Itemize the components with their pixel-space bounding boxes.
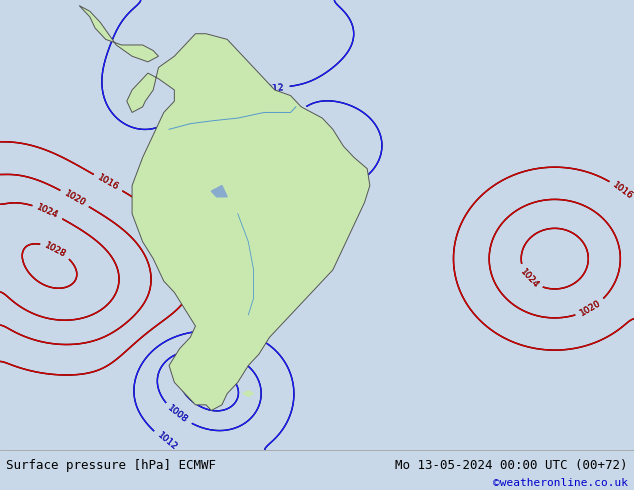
- Polygon shape: [79, 5, 158, 62]
- Text: 1028: 1028: [43, 241, 68, 259]
- Text: 1016: 1016: [96, 173, 120, 192]
- Text: 1012: 1012: [155, 431, 179, 452]
- Text: Mo 13-05-2024 00:00 UTC (00+72): Mo 13-05-2024 00:00 UTC (00+72): [395, 459, 628, 471]
- Text: 1016: 1016: [611, 181, 634, 201]
- Text: 1020: 1020: [578, 299, 602, 318]
- Text: 1008: 1008: [166, 404, 190, 425]
- Text: 1024: 1024: [518, 267, 540, 290]
- Text: 1012: 1012: [283, 106, 305, 129]
- Text: 1024: 1024: [518, 267, 540, 290]
- Text: 1020: 1020: [63, 189, 87, 208]
- Text: 1004: 1004: [207, 363, 231, 379]
- Text: ©weatheronline.co.uk: ©weatheronline.co.uk: [493, 478, 628, 488]
- Polygon shape: [211, 186, 227, 197]
- Text: 1028: 1028: [43, 241, 68, 259]
- Text: 1012: 1012: [155, 431, 179, 452]
- Text: 1004: 1004: [207, 363, 231, 379]
- Text: 1016: 1016: [611, 181, 634, 201]
- Text: 1024: 1024: [36, 203, 60, 220]
- Text: Surface pressure [hPa] ECMWF: Surface pressure [hPa] ECMWF: [6, 459, 216, 471]
- Polygon shape: [243, 391, 254, 396]
- Text: 1016: 1016: [96, 173, 120, 192]
- Text: 1020: 1020: [578, 299, 602, 318]
- Polygon shape: [127, 34, 370, 411]
- Text: 1020: 1020: [63, 189, 87, 208]
- Text: 1008: 1008: [166, 404, 190, 425]
- Text: 1012: 1012: [262, 83, 285, 94]
- Text: 1024: 1024: [36, 203, 60, 220]
- Text: 1012: 1012: [283, 106, 305, 129]
- Text: 1012: 1012: [262, 83, 285, 94]
